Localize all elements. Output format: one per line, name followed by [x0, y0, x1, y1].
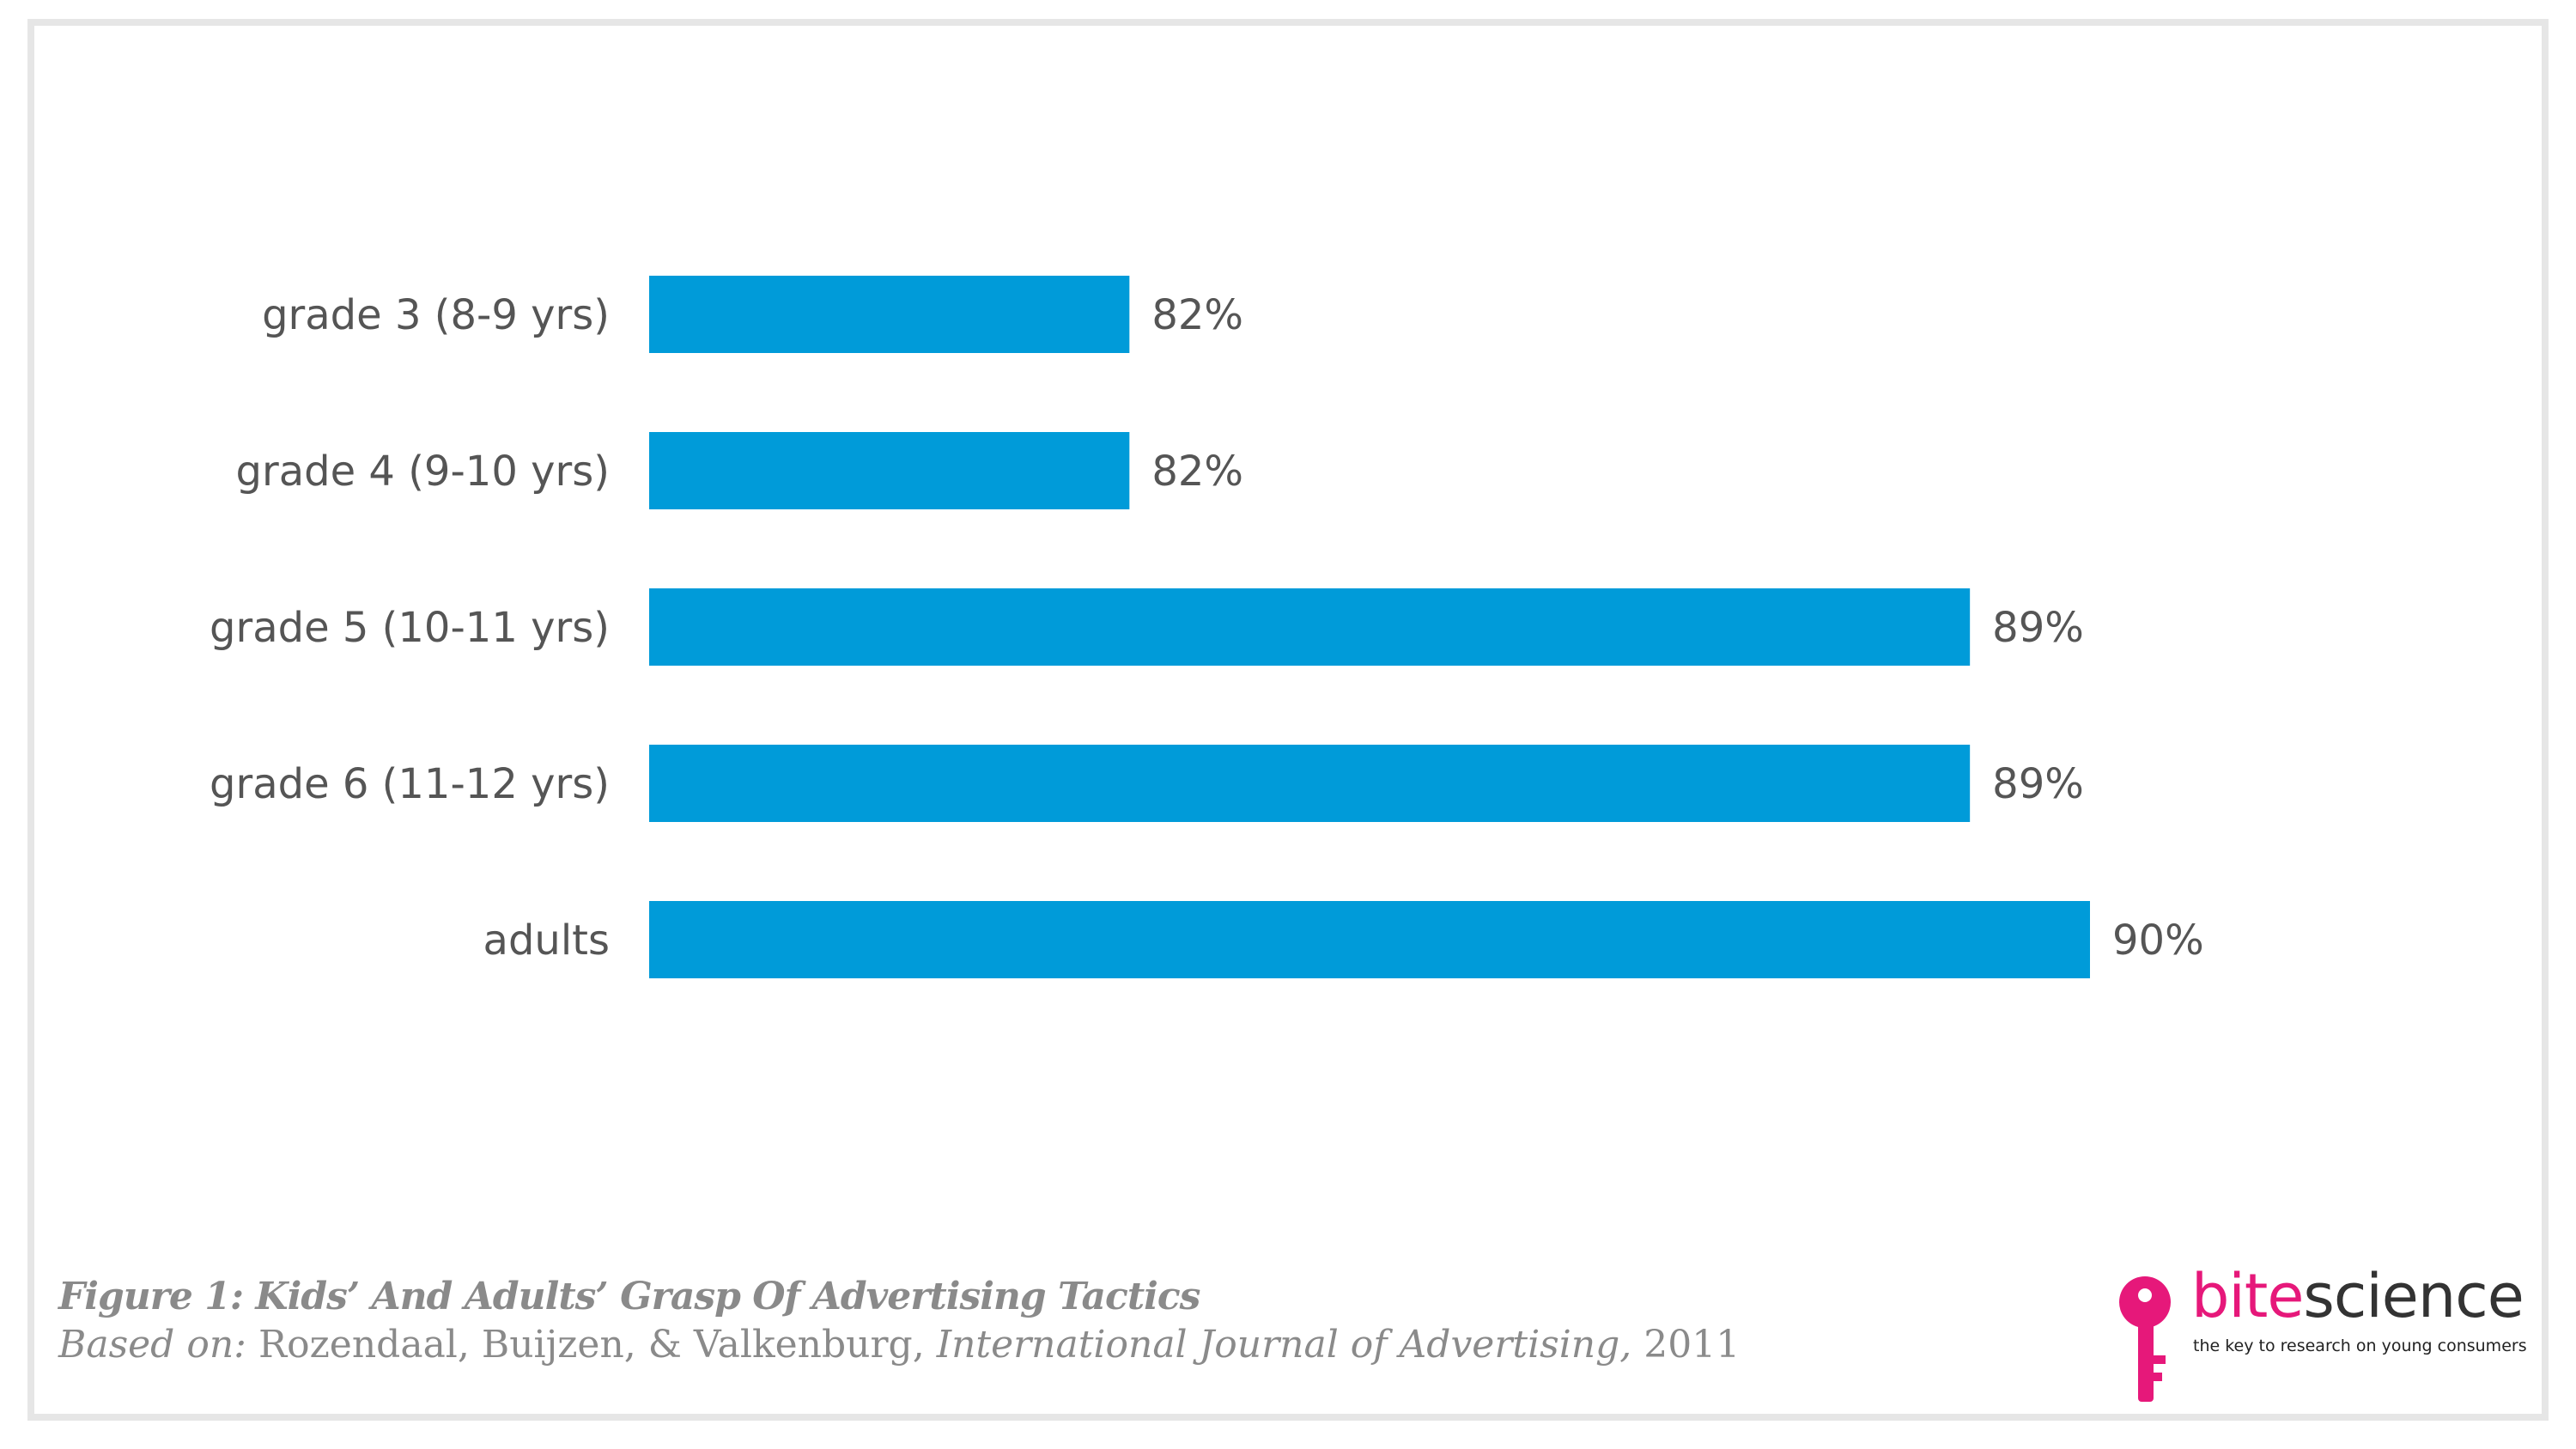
key-icon	[2119, 1276, 2171, 1402]
category-label-2: grade 5 (10-11 yrs)	[210, 604, 610, 652]
value-label-3: 89%	[1992, 760, 2084, 808]
bar-chart: grade 3 (8-9 yrs) grade 4 (9-10 yrs) grade…	[210, 276, 2204, 978]
logo-bite: bite	[2191, 1261, 2304, 1331]
bar-0	[649, 276, 1130, 353]
bar-1	[649, 432, 1130, 509]
figure-caption: Figure 1: Kids’ And Adults’ Grasp Of Adv…	[58, 1273, 1740, 1369]
logo-wordmark: bitescience	[2191, 1261, 2524, 1331]
value-label-1: 82%	[1151, 447, 1243, 496]
bar-2	[649, 588, 1971, 666]
source-authors: Rozendaal, Buijzen, & Valkenburg,	[258, 1323, 925, 1367]
caption-source: Based on: Rozendaal, Buijzen, & Valkenbu…	[58, 1321, 1740, 1369]
category-label-1: grade 4 (9-10 yrs)	[236, 447, 610, 496]
logo-science: science	[2303, 1261, 2524, 1331]
category-label-3: grade 6 (11-12 yrs)	[210, 760, 610, 808]
bitescience-logo: bitescience the key to research on young…	[2117, 1261, 2530, 1405]
value-label-2: 89%	[1992, 604, 2084, 652]
value-label-4: 90%	[2112, 916, 2204, 965]
source-prefix: Based on:	[58, 1323, 246, 1367]
logo-tagline: the key to research on young consumers	[2193, 1336, 2527, 1355]
value-labels-group: 82% 82% 89% 89% 90%	[1151, 291, 2203, 965]
figure-frame	[27, 19, 2549, 1421]
category-label-4: adults	[483, 916, 610, 965]
category-labels-group: grade 3 (8-9 yrs) grade 4 (9-10 yrs) grade…	[210, 291, 610, 965]
source-journal: International Journal of Advertising,	[936, 1323, 1632, 1367]
bar-3	[649, 745, 1971, 822]
category-label-0: grade 3 (8-9 yrs)	[262, 291, 610, 339]
caption-title: Figure 1: Kids’ And Adults’ Grasp Of Adv…	[58, 1275, 1200, 1318]
bar-4	[649, 901, 2090, 978]
source-year: 2011	[1643, 1323, 1741, 1367]
value-label-0: 82%	[1151, 291, 1243, 339]
bars-group	[649, 276, 2090, 978]
